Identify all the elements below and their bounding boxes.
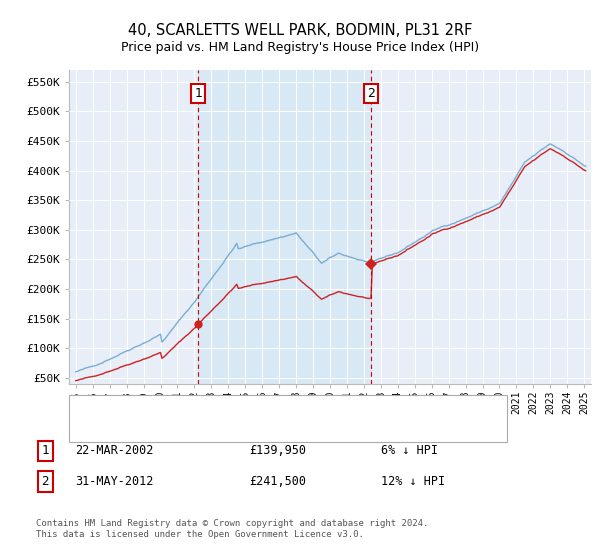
Text: 1: 1 [41, 444, 49, 458]
Text: 40, SCARLETTS WELL PARK, BODMIN, PL31 2RF (detached house): 40, SCARLETTS WELL PARK, BODMIN, PL31 2R… [108, 402, 470, 412]
Text: ────: ──── [78, 426, 105, 436]
Text: Contains HM Land Registry data © Crown copyright and database right 2024.
This d: Contains HM Land Registry data © Crown c… [36, 520, 428, 539]
Text: 40, SCARLETTS WELL PARK, BODMIN, PL31 2RF: 40, SCARLETTS WELL PARK, BODMIN, PL31 2R… [128, 24, 472, 38]
Text: Price paid vs. HM Land Registry's House Price Index (HPI): Price paid vs. HM Land Registry's House … [121, 40, 479, 54]
Bar [198, 70, 371, 384]
Text: 2: 2 [367, 87, 375, 100]
Text: 2: 2 [41, 475, 49, 488]
Text: 1: 1 [194, 87, 202, 100]
Text: ────: ──── [78, 402, 105, 412]
Text: 12% ↓ HPI: 12% ↓ HPI [381, 475, 445, 488]
Text: £139,950: £139,950 [249, 444, 306, 458]
Text: £241,500: £241,500 [249, 475, 306, 488]
Text: 6% ↓ HPI: 6% ↓ HPI [381, 444, 438, 458]
Text: HPI: Average price, detached house, Cornwall: HPI: Average price, detached house, Corn… [108, 426, 383, 436]
Text: 31-MAY-2012: 31-MAY-2012 [75, 475, 154, 488]
Text: 22-MAR-2002: 22-MAR-2002 [75, 444, 154, 458]
